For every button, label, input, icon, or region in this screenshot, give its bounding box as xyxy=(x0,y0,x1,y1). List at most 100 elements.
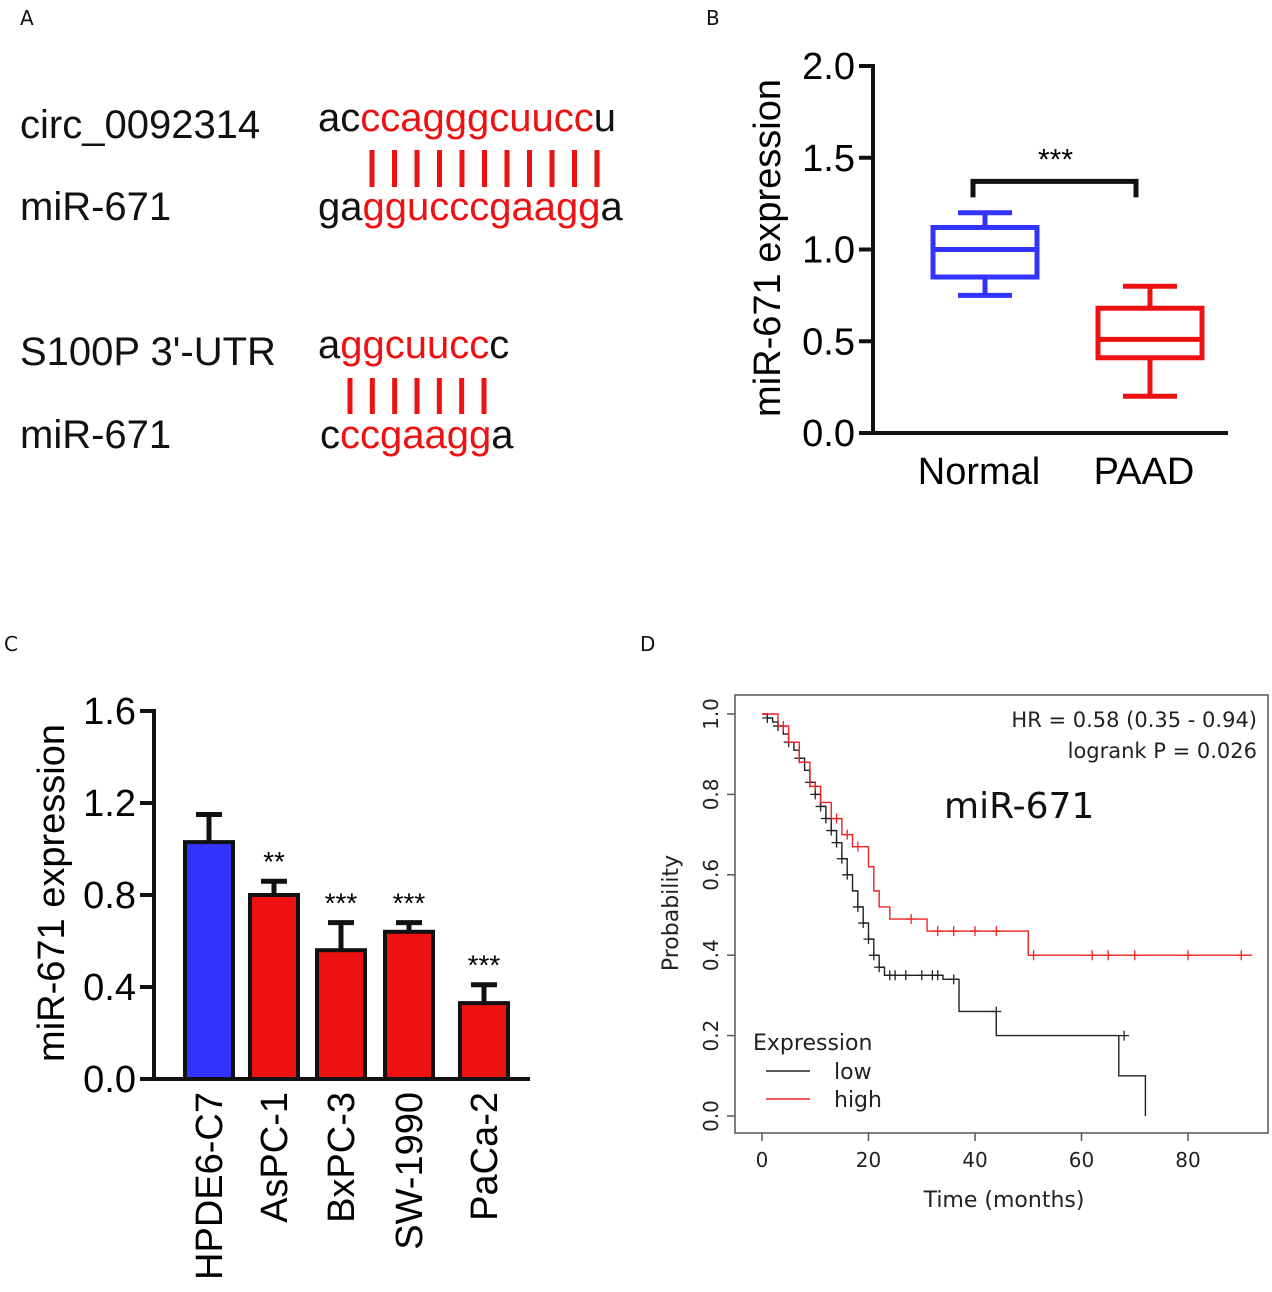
censor-mark-high xyxy=(1236,950,1247,961)
bar-sw-1990 xyxy=(383,929,435,1081)
sequence-segment: u xyxy=(593,96,616,140)
bar-hpde6-c7 xyxy=(183,840,235,1081)
y-tick-label: 0.0 xyxy=(699,1100,723,1132)
censor-mark-high xyxy=(842,829,853,840)
y-axis-label: miR-671 expression xyxy=(747,79,789,417)
censor-mark-low xyxy=(820,813,831,824)
sequence-segment: ggucccgaagg xyxy=(362,185,601,229)
censor-mark-low xyxy=(868,950,879,961)
y-tick-label: 1.0 xyxy=(699,698,723,730)
sequence-s100p: aggcuuccc xyxy=(318,323,509,368)
significance-label: *** xyxy=(393,888,426,919)
censor-mark-low xyxy=(948,974,959,985)
box-paad xyxy=(1095,283,1205,399)
censor-mark-low xyxy=(916,970,927,981)
censor-mark-low xyxy=(932,970,943,981)
censor-mark-low xyxy=(842,869,853,880)
panel-label-b: B xyxy=(706,6,720,30)
x-tick-label: 20 xyxy=(856,1148,881,1172)
censor-mark-high xyxy=(1087,950,1098,961)
bar-paca-2 xyxy=(458,1001,510,1081)
censor-mark-high xyxy=(810,781,821,792)
sequence-segment: a xyxy=(318,323,341,367)
censor-mark-high xyxy=(991,926,1002,937)
y-axis-label: miR-671 expression xyxy=(31,724,73,1062)
sequence-segment: ccgaagg xyxy=(340,413,492,457)
y-tick-label: 1.5 xyxy=(802,138,855,180)
x-tick-label: HPDE6-C7 xyxy=(189,1092,231,1280)
seq-name-s100p: S100P 3'-UTR xyxy=(20,330,276,374)
censor-mark-low xyxy=(852,901,863,912)
y-tick-label: 2.0 xyxy=(802,46,855,88)
y-tick-label: 1.2 xyxy=(83,783,136,825)
censor-mark-high xyxy=(1183,950,1193,961)
legend-label-low: low xyxy=(834,1060,872,1085)
legend-title: Expression xyxy=(753,1031,872,1056)
sequence-circ: acccagggcuuccu xyxy=(318,96,616,141)
y-axis-label: Probability xyxy=(659,855,684,971)
box-iqr xyxy=(930,224,1040,280)
significance-label: ** xyxy=(263,846,285,877)
y-tick-label: 0.4 xyxy=(83,967,136,1009)
y-tick-label: 0.8 xyxy=(83,875,136,917)
y-tick-label: 0.0 xyxy=(802,413,855,455)
box-normal xyxy=(930,210,1040,298)
seq-name-circ: circ_0092314 xyxy=(20,103,261,147)
sequence-segment: ga xyxy=(318,185,363,229)
censor-mark-high xyxy=(852,841,863,852)
significance-label: *** xyxy=(468,950,501,981)
sequence-segment: c xyxy=(489,323,510,367)
censor-mark-low xyxy=(874,962,885,973)
seq-name-mir-2: miR-671 xyxy=(20,413,172,457)
box-iqr xyxy=(1095,305,1205,361)
significance-label: *** xyxy=(325,888,358,919)
censor-mark-high xyxy=(932,926,943,937)
censor-mark-low xyxy=(836,853,847,864)
significance-bracket xyxy=(970,178,1139,198)
censor-mark-low xyxy=(1119,1030,1130,1041)
y-tick-label: 0.0 xyxy=(83,1059,136,1101)
significance-label: *** xyxy=(1038,143,1073,176)
sequence-segment: c xyxy=(320,413,340,457)
y-tick-label: 1.0 xyxy=(802,230,855,272)
censor-mark-high xyxy=(778,721,789,732)
sequence-mir-1: gaggucccgaagga xyxy=(318,185,623,230)
censor-mark-high xyxy=(970,926,980,937)
censor-mark-low xyxy=(991,1006,1002,1017)
y-tick-label: 0.5 xyxy=(802,321,855,363)
x-tick-label: AsPC-1 xyxy=(254,1092,296,1223)
censor-mark-high xyxy=(948,926,959,937)
censor-mark-low xyxy=(858,918,869,929)
sequence-segment: ac xyxy=(318,96,361,140)
sequence-segment: ccagggcuucc xyxy=(360,96,594,140)
censor-mark-high xyxy=(906,914,917,925)
x-tick-label: 0 xyxy=(756,1148,769,1172)
x-tick-label: Normal xyxy=(918,451,1040,493)
panel-label-d: D xyxy=(640,632,656,656)
bar-aspc-1 xyxy=(248,893,300,1081)
x-tick-label: 40 xyxy=(962,1148,987,1172)
panel-label-c: C xyxy=(4,632,18,656)
legend-label-high: high xyxy=(834,1088,882,1113)
censor-mark-low xyxy=(900,970,911,981)
censor-mark-low xyxy=(890,970,901,981)
logrank-annotation: logrank P = 0.026 xyxy=(1068,739,1257,763)
panel-label-a: A xyxy=(20,6,34,30)
y-tick-label: 0.6 xyxy=(699,859,723,891)
x-tick-label: SW-1990 xyxy=(389,1092,431,1250)
censor-mark-high xyxy=(1103,950,1114,961)
seq-name-mir-1: miR-671 xyxy=(20,185,172,229)
plot-title: miR-671 xyxy=(944,786,1094,827)
sequence-segment: ggcuucc xyxy=(340,323,490,367)
x-tick-label: BxPC-3 xyxy=(321,1092,363,1223)
y-tick-label: 0.8 xyxy=(699,778,723,810)
x-axis-label: Time (months) xyxy=(923,1188,1085,1213)
censor-mark-high xyxy=(1028,950,1039,961)
sequence-segment: a xyxy=(600,185,623,229)
sequence-segment: a xyxy=(491,413,514,457)
bar-bxpc-3 xyxy=(315,948,367,1082)
x-tick-label: 80 xyxy=(1175,1148,1200,1172)
